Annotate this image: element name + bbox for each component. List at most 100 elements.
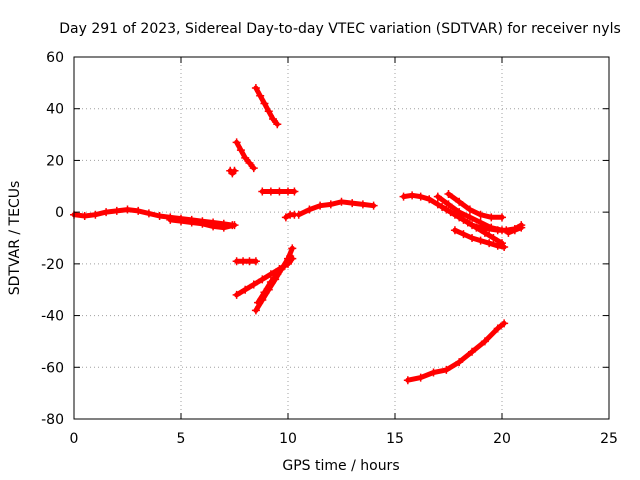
data-point	[305, 205, 314, 214]
data-point	[256, 91, 265, 100]
data-point	[230, 221, 239, 230]
series-arc-18	[403, 319, 509, 385]
y-tick-label: -80	[41, 412, 64, 428]
data-point	[134, 206, 143, 215]
data-point	[198, 219, 207, 228]
data-point	[487, 223, 496, 232]
data-point	[155, 212, 164, 221]
data-point	[433, 192, 442, 201]
data-point	[177, 217, 185, 226]
data-point	[444, 190, 453, 199]
data-point	[273, 270, 282, 279]
data-points	[70, 84, 526, 385]
data-point	[249, 280, 258, 289]
series-arc-17	[504, 223, 526, 237]
series-arc-15	[450, 226, 509, 252]
data-point	[251, 306, 260, 315]
data-point	[455, 358, 464, 367]
data-point	[249, 164, 258, 173]
data-point	[275, 187, 284, 196]
series-arc-2	[226, 166, 239, 178]
data-point	[399, 192, 408, 201]
data-point	[487, 213, 496, 222]
data-point	[281, 213, 290, 222]
y-tick-label: 40	[46, 102, 64, 118]
data-point	[480, 228, 489, 237]
data-point	[510, 226, 519, 235]
y-tick-label: 0	[55, 205, 64, 221]
data-point	[429, 368, 438, 377]
data-point	[288, 244, 297, 253]
data-point	[316, 201, 325, 210]
data-point	[273, 120, 282, 129]
y-axis-label: SDTVAR / TECUs	[7, 181, 23, 296]
data-point	[245, 159, 254, 168]
data-point	[260, 99, 269, 108]
data-point	[348, 199, 357, 208]
data-point	[416, 192, 425, 201]
data-point	[258, 187, 267, 196]
data-point	[450, 226, 459, 235]
data-point	[433, 200, 442, 209]
data-point	[403, 376, 412, 385]
series-arc-1b	[166, 215, 239, 232]
data-point	[476, 236, 485, 245]
data-point	[455, 197, 464, 206]
data-point	[326, 200, 335, 209]
data-point	[102, 208, 111, 217]
y-tick-label: -20	[41, 257, 64, 273]
data-point	[187, 218, 196, 227]
data-point	[251, 84, 260, 93]
data-point	[498, 226, 506, 235]
data-point	[290, 187, 299, 196]
data-point	[166, 215, 175, 224]
data-point	[498, 213, 506, 222]
series-arc-11	[294, 197, 378, 219]
data-point	[219, 223, 228, 232]
series-arc-5	[258, 187, 299, 196]
data-point	[442, 365, 451, 374]
data-point	[455, 213, 464, 222]
x-tick-label: 15	[386, 431, 404, 447]
data-point	[493, 324, 502, 333]
data-point	[465, 213, 474, 222]
data-point	[286, 252, 295, 261]
y-tick-label: 60	[46, 50, 64, 66]
chart-title: Day 291 of 2023, Sidereal Day-to-day VTE…	[59, 21, 621, 37]
data-point	[279, 262, 288, 271]
data-point	[266, 187, 275, 196]
data-point	[425, 195, 434, 204]
x-axis-label: GPS time / hours	[282, 458, 399, 474]
data-point	[476, 218, 485, 227]
data-point	[112, 206, 121, 215]
series-arc-9	[254, 252, 295, 307]
data-point	[504, 228, 513, 237]
data-point	[232, 138, 241, 147]
data-point	[517, 223, 526, 232]
series-track	[255, 253, 293, 306]
plot-frame	[73, 56, 610, 420]
x-tick-label: 20	[493, 431, 511, 447]
series-arc-16	[444, 190, 506, 222]
data-point	[468, 347, 477, 356]
data-point	[459, 230, 468, 239]
data-point	[465, 205, 474, 214]
x-tick-label: 0	[70, 431, 79, 447]
data-point	[493, 241, 502, 250]
y-tick-label: -60	[41, 360, 64, 376]
data-point	[144, 209, 153, 218]
x-tick-label: 10	[279, 431, 297, 447]
data-point	[408, 191, 417, 200]
y-tick-label: -40	[41, 309, 64, 325]
data-point	[258, 275, 267, 284]
data-point	[472, 223, 481, 232]
axis-ticks: 0 5 10 15 20 25 -80 -60 -40 -20 0 20 40 60	[41, 50, 618, 447]
data-point	[80, 212, 89, 221]
series-arc-13	[433, 192, 506, 235]
series-track	[71, 207, 235, 228]
data-point	[266, 277, 275, 286]
data-point	[209, 222, 218, 231]
data-point	[500, 243, 509, 252]
series-arc-6	[232, 257, 260, 266]
